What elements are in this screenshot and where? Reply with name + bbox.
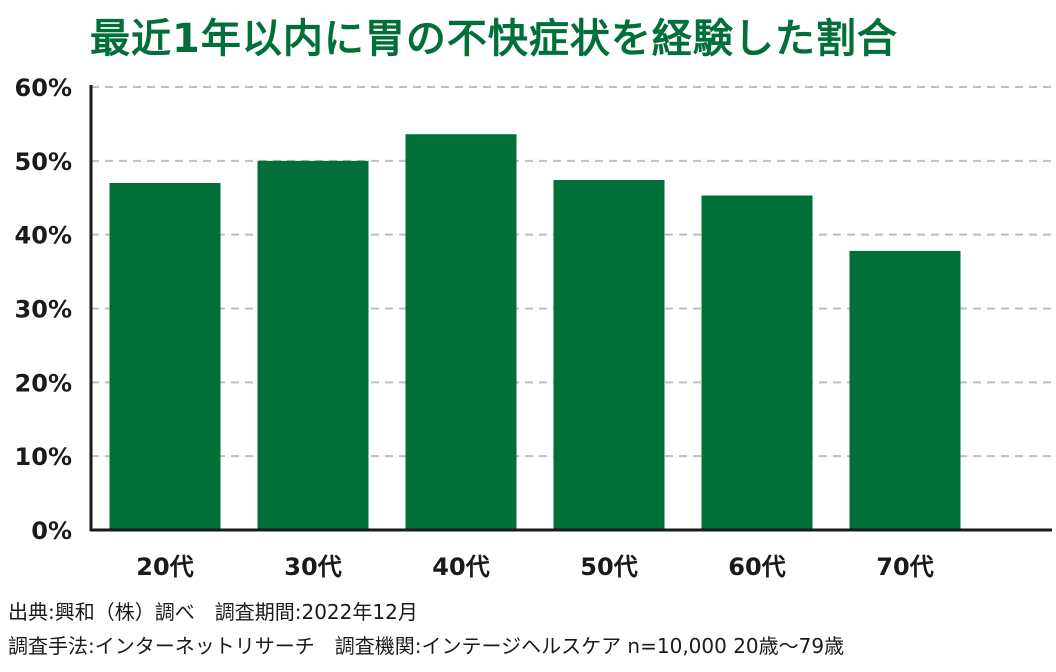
y-tick-labels: 0% 10% 20% 30% 40% 50% 60% <box>15 74 72 545</box>
y-tick-label: 0% <box>31 517 72 545</box>
bar <box>553 180 665 530</box>
y-tick-label: 50% <box>15 148 72 176</box>
bar <box>405 134 517 530</box>
axes <box>89 85 1052 532</box>
bar <box>257 160 369 531</box>
x-category-label: 40代 <box>432 553 489 581</box>
x-category-labels: 20代 30代 40代 50代 60代 70代 <box>136 553 933 581</box>
y-tick-label: 60% <box>15 74 72 102</box>
x-category-label: 60代 <box>728 553 785 581</box>
x-category-label: 20代 <box>136 553 193 581</box>
y-tick-label: 40% <box>15 222 72 250</box>
bar <box>849 250 961 530</box>
bar <box>701 195 813 530</box>
chart-title: 最近1年以内に胃の不快症状を経験した割合 <box>90 16 898 62</box>
bar <box>109 182 221 530</box>
x-category-label: 70代 <box>876 553 933 581</box>
x-category-label: 30代 <box>284 553 341 581</box>
method-note: 調査手法:インターネットリサーチ 調査機関:インテージヘルスケア n=10,00… <box>8 634 845 658</box>
y-tick-label: 30% <box>15 296 72 324</box>
y-tick-label: 10% <box>15 443 72 471</box>
bars <box>109 134 961 531</box>
x-category-label: 50代 <box>580 553 637 581</box>
source-note: 出典:興和（株）調べ 調査期間:2022年12月 <box>8 600 418 624</box>
y-tick-label: 20% <box>15 369 72 397</box>
